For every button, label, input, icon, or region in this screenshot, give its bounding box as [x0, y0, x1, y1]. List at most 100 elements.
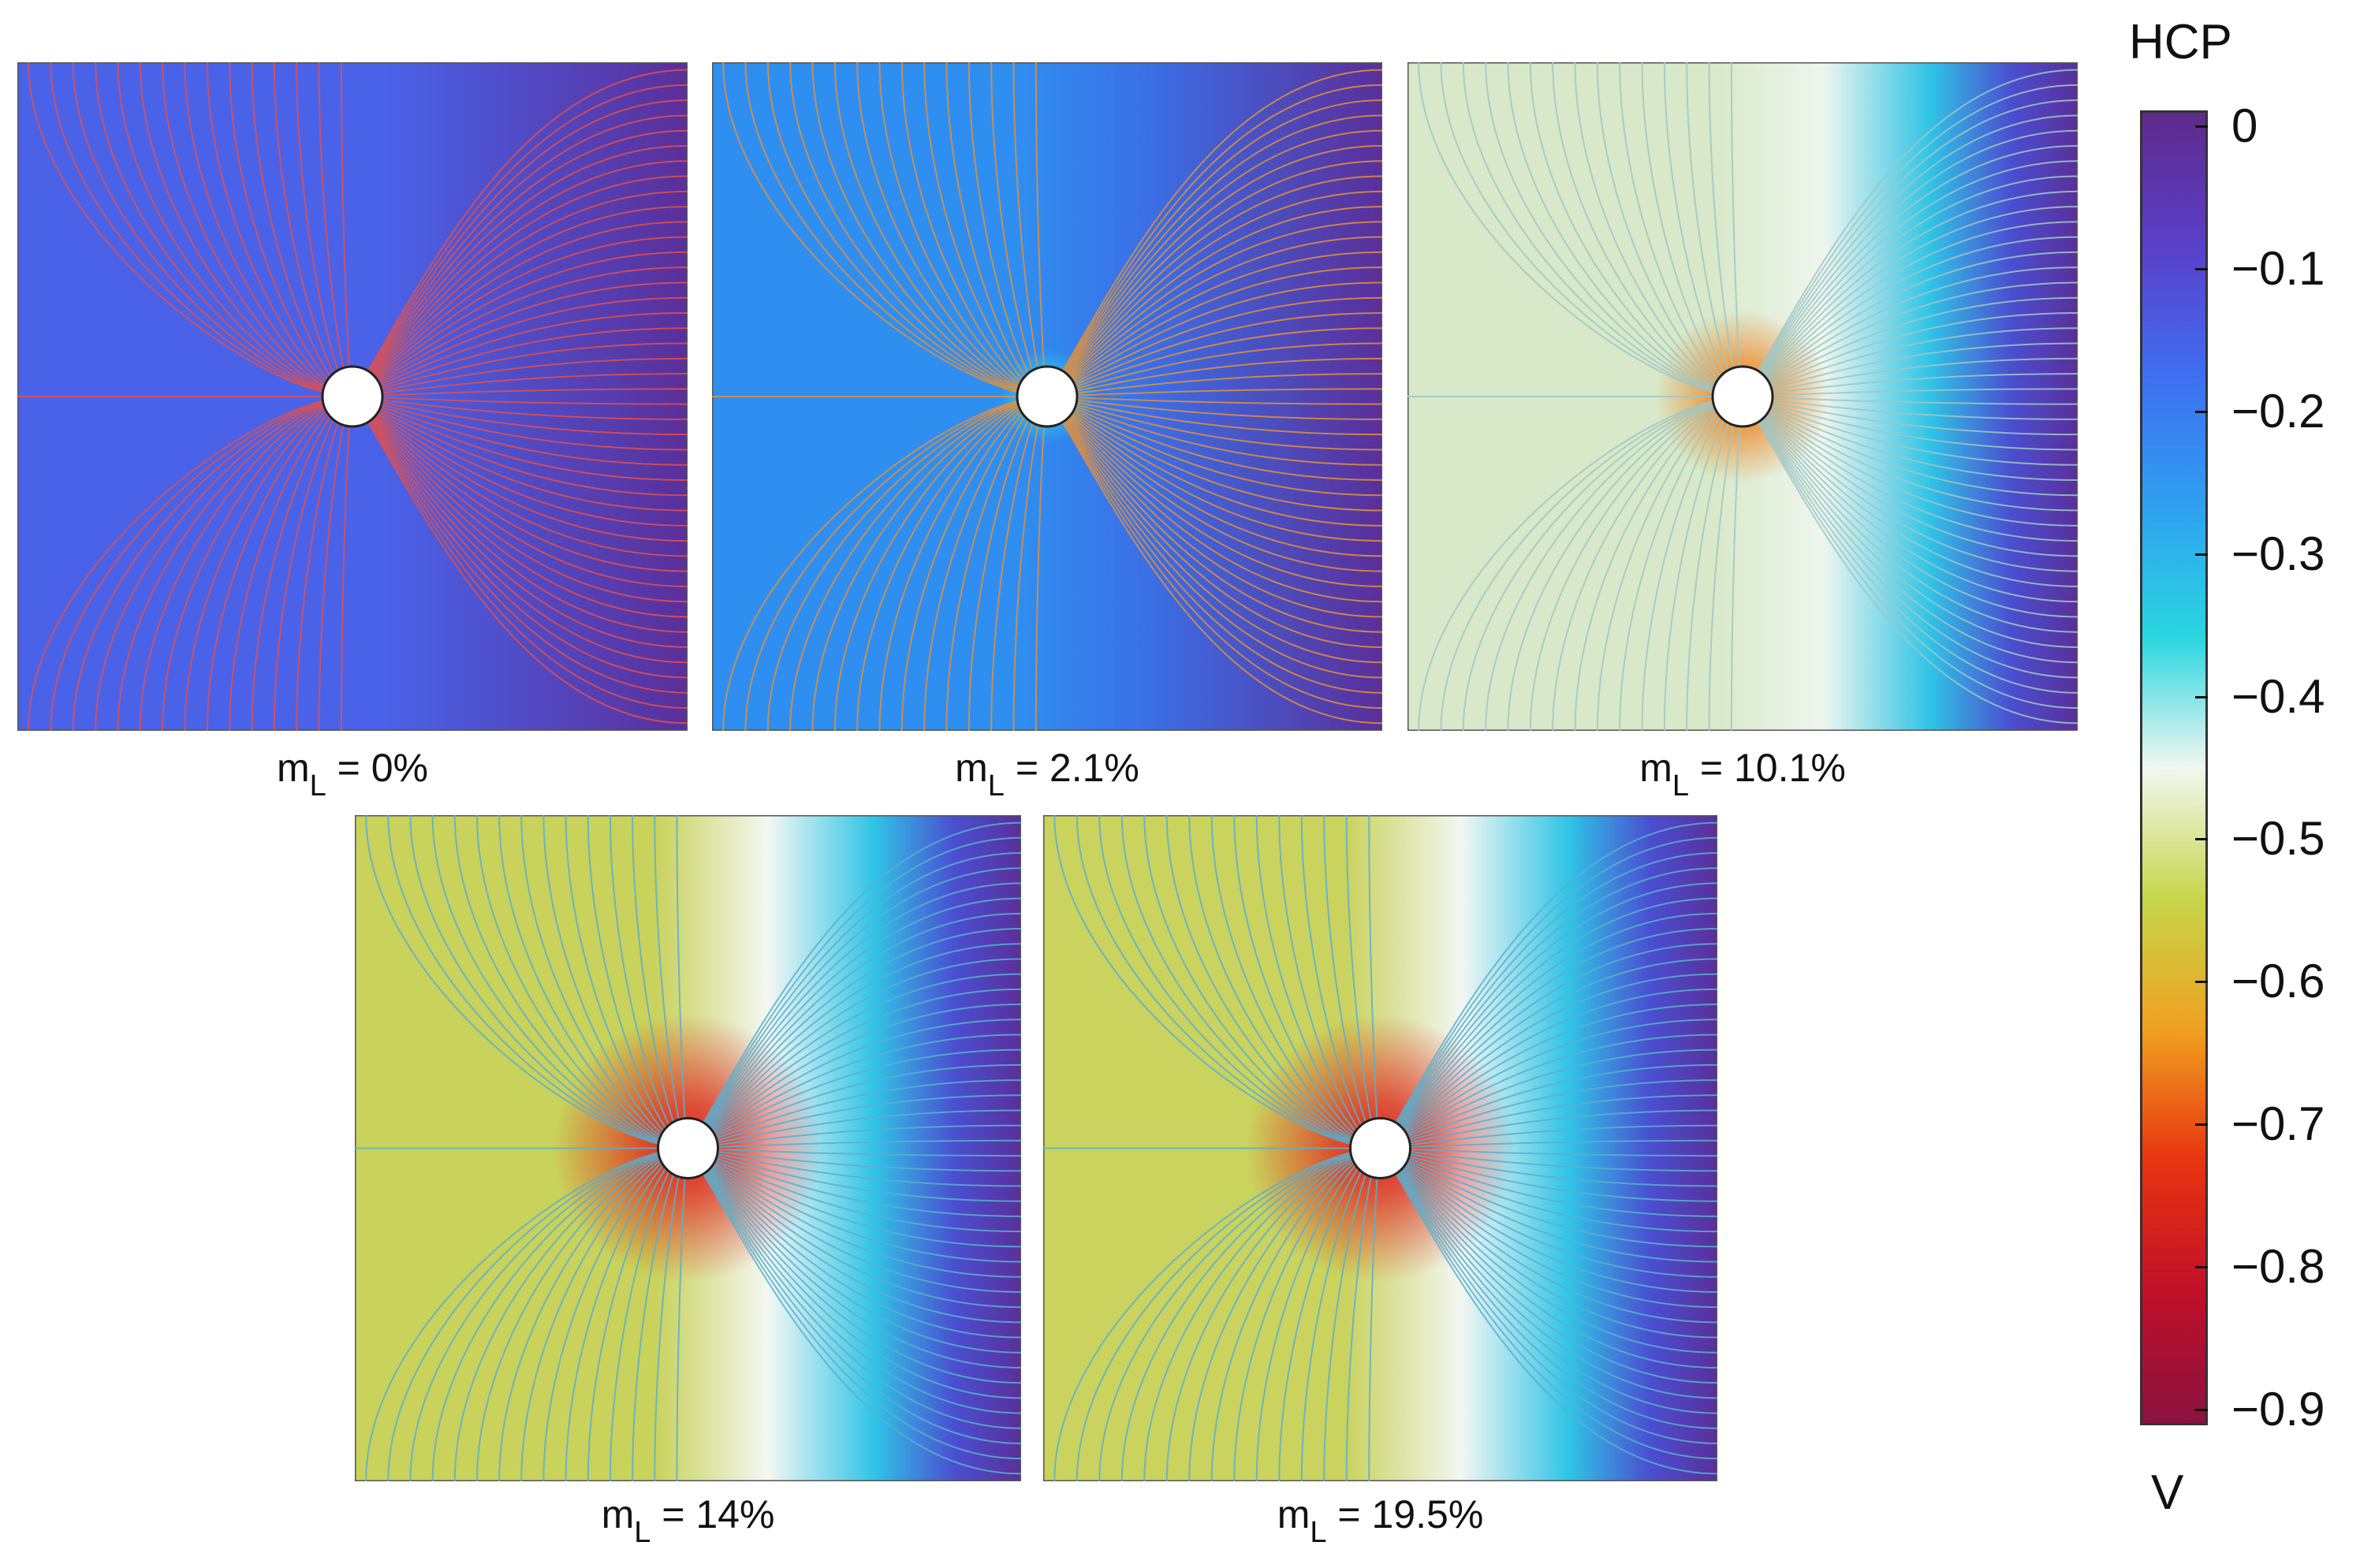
field-line [1053, 815, 1381, 1149]
field-line [409, 815, 688, 1149]
field-line [1742, 69, 2078, 397]
field-line [387, 1147, 688, 1481]
field-line [1046, 396, 1382, 557]
field-line [352, 312, 688, 397]
field-line [1462, 396, 1743, 731]
anode-hole [1349, 1117, 1411, 1179]
potential-field-svg [712, 62, 1382, 731]
potential-map-panel-2 [712, 62, 1382, 731]
field-line [1046, 251, 1382, 397]
field-line [687, 1147, 1021, 1429]
field-line [1742, 129, 2078, 397]
field-line [352, 342, 688, 397]
field-line [1379, 1147, 1717, 1354]
potential-field-svg [1043, 815, 1717, 1481]
field-line [687, 1147, 1021, 1399]
field-line [1046, 396, 1382, 724]
field-line [352, 396, 688, 679]
field-line [1742, 190, 2078, 397]
field-line [1046, 84, 1382, 397]
field-line [1046, 281, 1382, 397]
colorbar-tick-mark [2195, 267, 2208, 270]
field-line [687, 1147, 1021, 1324]
field-line [352, 396, 688, 664]
colorbar-tick-label: −0.5 [2231, 812, 2325, 866]
field-line [1742, 396, 2078, 618]
field-line [1046, 396, 1382, 451]
field-line [1120, 1147, 1381, 1481]
field-line [352, 396, 688, 497]
field-line [1380, 1063, 1717, 1149]
field-line [1379, 1004, 1717, 1149]
field-line [687, 867, 1021, 1149]
field-line [365, 1147, 688, 1481]
field-line [687, 821, 1021, 1149]
colorbar [2140, 110, 2208, 1425]
field-line [1742, 396, 2078, 694]
field-line [28, 62, 353, 397]
field-line [1046, 396, 1382, 710]
field-line [352, 396, 688, 618]
colorbar-tick-mark [2195, 410, 2208, 413]
field-line [1380, 1147, 1717, 1233]
field-line [1379, 958, 1717, 1149]
field-line [352, 396, 688, 542]
field-line [352, 190, 688, 397]
field-line [1379, 1147, 1717, 1339]
field-line [1379, 973, 1717, 1149]
colorbar-tick-mark [2195, 125, 2208, 128]
field-line [352, 396, 688, 481]
field-line [387, 815, 688, 1149]
colorbar-tick-label: −0.9 [2231, 1383, 2325, 1436]
colorbar-tick-label: −0.4 [2231, 669, 2325, 723]
caption-panel-2: mL = 2.1% [955, 746, 1139, 803]
colorbar-tick-label: −0.3 [2231, 527, 2325, 580]
field-line [1742, 99, 2078, 397]
field-line [1742, 396, 2078, 557]
field-line [352, 396, 688, 694]
field-lines [712, 62, 1382, 731]
anode-hole [321, 365, 384, 428]
field-line [1742, 396, 2078, 648]
field-line [1485, 62, 1743, 397]
field-line [1046, 396, 1382, 481]
field-line [688, 1079, 1021, 1149]
colorbar-tick-label: 0 [2231, 99, 2258, 152]
field-line [1379, 897, 1717, 1149]
colorbar-tick-mark [2195, 838, 2208, 841]
field-line [1742, 396, 2078, 710]
field-line [687, 973, 1021, 1149]
field-line [352, 396, 688, 648]
field-line [1046, 396, 1382, 664]
field-line [352, 160, 688, 397]
field-line [1379, 867, 1717, 1149]
field-line [1440, 396, 1743, 731]
field-line [1485, 396, 1743, 731]
field-line [1379, 1147, 1717, 1324]
field-line [1379, 1147, 1717, 1278]
field-line [352, 396, 688, 724]
field-line [1742, 160, 2078, 397]
field-line [1440, 62, 1743, 397]
field-line [1379, 836, 1717, 1149]
field-line [1379, 882, 1717, 1149]
field-line [1379, 1147, 1717, 1369]
field-line [1379, 928, 1717, 1149]
field-line [1076, 1147, 1381, 1481]
field-line [1046, 175, 1382, 397]
field-line [811, 62, 1048, 397]
field-line [1742, 396, 2078, 633]
field-line [688, 1034, 1021, 1149]
field-line [1046, 114, 1382, 397]
field-line [352, 396, 688, 603]
caption-panel-1: mL = 0% [276, 746, 429, 803]
field-line [1046, 396, 1382, 542]
field-line [687, 1147, 1021, 1444]
field-line [687, 1147, 1021, 1384]
field-line [1742, 145, 2078, 397]
field-line [352, 129, 688, 397]
field-line [1046, 396, 1382, 512]
field-line [687, 1147, 1021, 1339]
potential-map-panel-1 [17, 62, 688, 731]
field-line [1143, 815, 1381, 1149]
